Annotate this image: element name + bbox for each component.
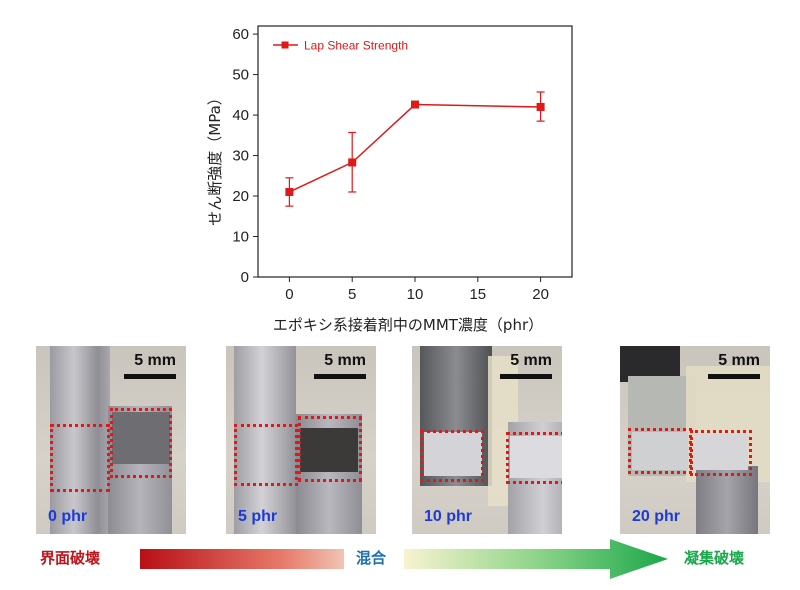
chart-marks: [285, 91, 545, 207]
x-tick-label: 20: [532, 286, 549, 303]
scale-bar: [708, 374, 760, 379]
y-tick-label: 0: [241, 269, 249, 286]
interfacial-to-mixed-gradient: [140, 549, 344, 569]
cohesive-failure-label: 凝集破壊: [684, 550, 745, 567]
lap-shear-chart: 0 10 20 30 40 50 60 0 5 10 15 20 Lap Shear Strength…: [206, 25, 573, 334]
x-axis-label: エポキシ系接着剤中のMMT濃度（phr）: [273, 316, 543, 334]
photo-20-phr: 5 mm 20 phr: [620, 346, 770, 534]
mixed-to-cohesive-arrow: [404, 539, 668, 579]
photo-concentration: 10 phr: [424, 508, 473, 525]
scale-bar: [124, 374, 176, 379]
chart-ticks: 0 10 20 30 40 50 60 0 5 10 15 20: [232, 26, 549, 303]
photo-concentration: 5 phr: [238, 508, 278, 525]
x-tick-label: 0: [285, 286, 293, 303]
legend-label: Lap Shear Strength: [304, 39, 408, 53]
data-point: [411, 100, 419, 109]
y-tick-label: 50: [232, 67, 249, 84]
y-tick-label: 30: [232, 148, 249, 165]
photo-concentration: 0 phr: [48, 508, 88, 525]
y-tick-label: 60: [232, 26, 249, 43]
scale-label: 5 mm: [510, 352, 552, 369]
x-tick-label: 15: [469, 286, 486, 303]
photo-0-phr: 5 mm 0 phr: [36, 346, 186, 534]
x-tick-label: 5: [348, 286, 356, 303]
data-point: [285, 187, 294, 196]
photo-concentration: 20 phr: [632, 508, 681, 525]
plot-frame: [257, 25, 573, 278]
y-tick-label: 40: [232, 107, 249, 124]
scale-bar: [500, 374, 552, 379]
photo-10-phr: 5 mm 10 phr: [412, 346, 562, 534]
scale-label: 5 mm: [134, 352, 176, 369]
series-line: [289, 103, 541, 193]
y-tick-label: 10: [232, 229, 249, 246]
photo-5-phr: 5 mm 5 phr: [226, 346, 376, 534]
y-tick-label: 20: [232, 188, 249, 205]
chart-legend: Lap Shear Strength: [273, 39, 408, 53]
scale-label: 5 mm: [324, 352, 366, 369]
interfacial-failure-label: 界面破壊: [40, 550, 101, 567]
x-tick-label: 10: [407, 286, 424, 303]
y-axis-label: せん断強度（MPa）: [206, 90, 224, 226]
scale-bar: [314, 374, 366, 379]
data-point: [536, 102, 545, 111]
legend-marker: [281, 41, 289, 49]
mixed-failure-label: 混合: [356, 550, 387, 567]
data-point: [348, 158, 357, 167]
chart-axes: [257, 25, 573, 278]
scale-label: 5 mm: [718, 352, 760, 369]
